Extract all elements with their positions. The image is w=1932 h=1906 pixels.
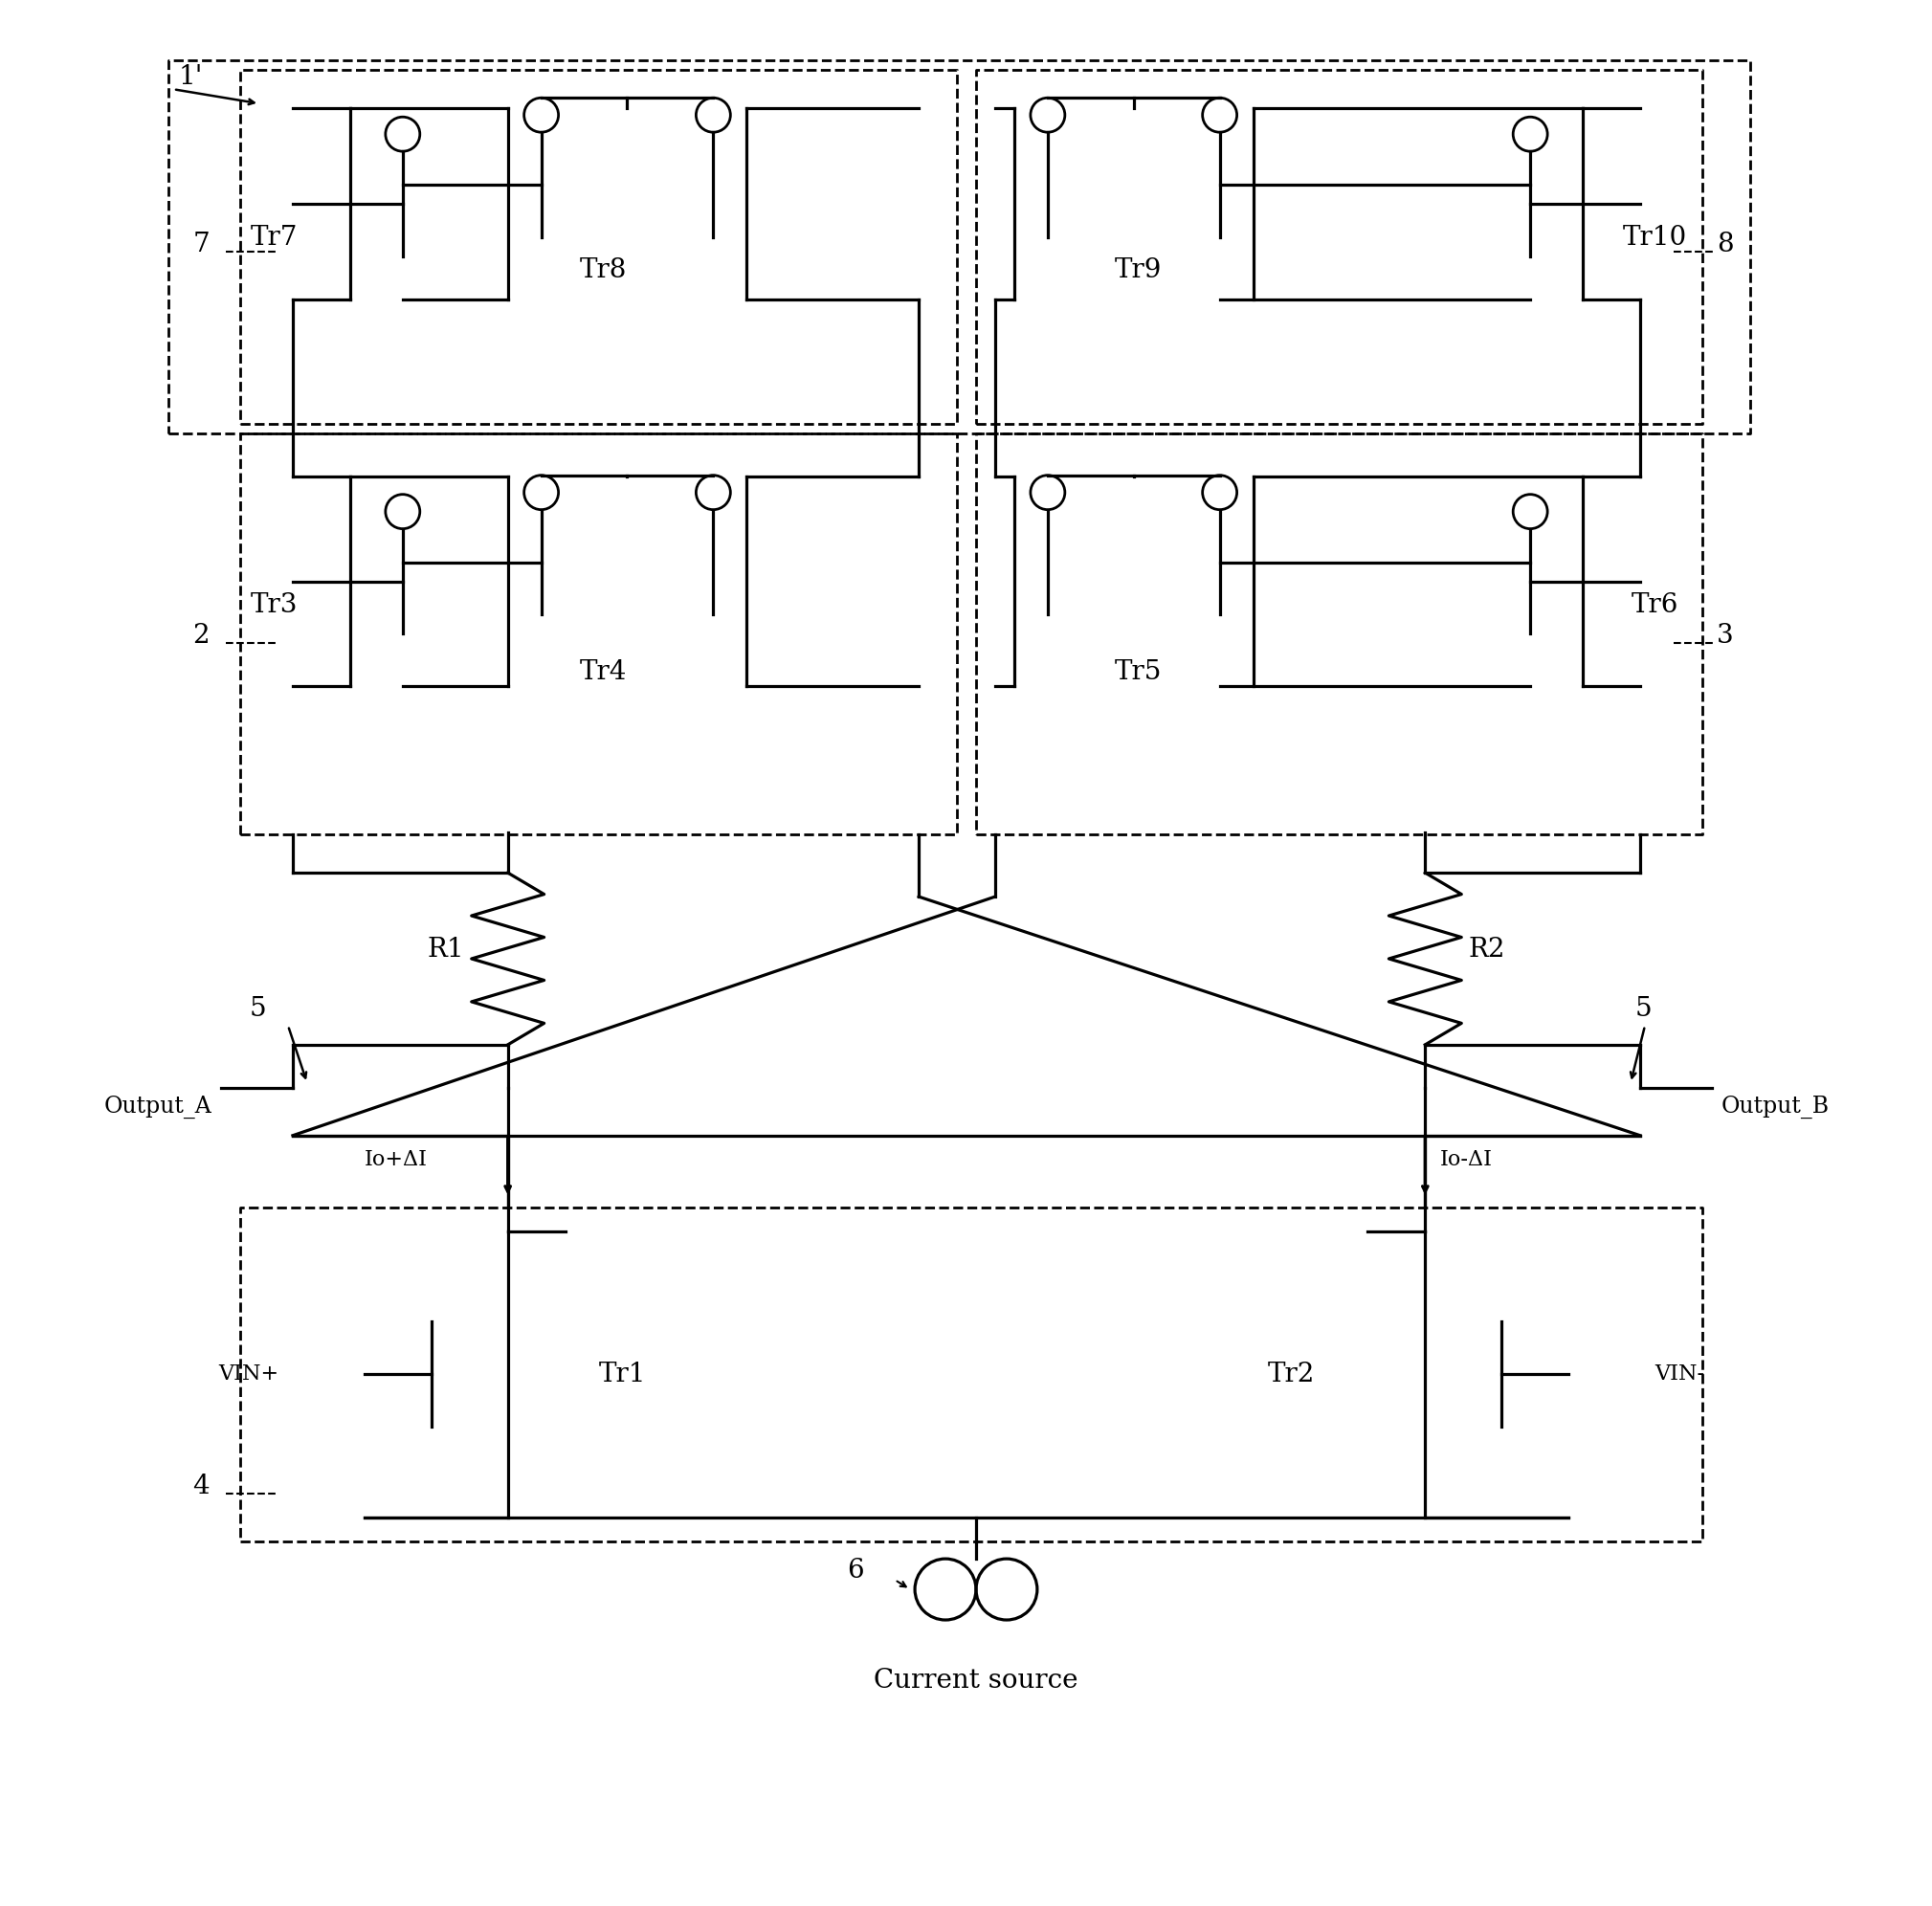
Text: 6: 6 — [846, 1557, 864, 1584]
Text: 7: 7 — [193, 231, 209, 257]
Text: Tr9: Tr9 — [1115, 257, 1163, 284]
Text: Io+ΔI: Io+ΔI — [365, 1149, 427, 1170]
Text: Tr6: Tr6 — [1631, 593, 1679, 618]
Text: Io-ΔI: Io-ΔI — [1439, 1149, 1492, 1170]
Text: 3: 3 — [1718, 623, 1733, 650]
Text: 4: 4 — [193, 1473, 209, 1500]
Text: R2: R2 — [1468, 936, 1505, 963]
Text: 5: 5 — [249, 997, 267, 1022]
Text: 8: 8 — [1718, 231, 1733, 257]
Text: 2: 2 — [193, 623, 209, 650]
Text: Output_A: Output_A — [104, 1096, 213, 1119]
Text: Tr5: Tr5 — [1115, 659, 1163, 684]
Text: Tr1: Tr1 — [599, 1361, 645, 1388]
Text: 1': 1' — [178, 65, 203, 90]
Text: Tr2: Tr2 — [1267, 1361, 1316, 1388]
Text: Output_B: Output_B — [1721, 1096, 1830, 1119]
Text: Current source: Current source — [873, 1668, 1078, 1694]
Text: Tr8: Tr8 — [580, 257, 628, 284]
Text: VIN+: VIN+ — [218, 1365, 278, 1386]
Text: VIN-: VIN- — [1654, 1365, 1704, 1386]
Text: Tr10: Tr10 — [1623, 225, 1687, 250]
Text: R1: R1 — [427, 936, 464, 963]
Text: Tr4: Tr4 — [580, 659, 628, 684]
Text: 5: 5 — [1634, 997, 1652, 1022]
Text: Tr3: Tr3 — [249, 593, 298, 618]
Text: Tr7: Tr7 — [249, 225, 298, 250]
